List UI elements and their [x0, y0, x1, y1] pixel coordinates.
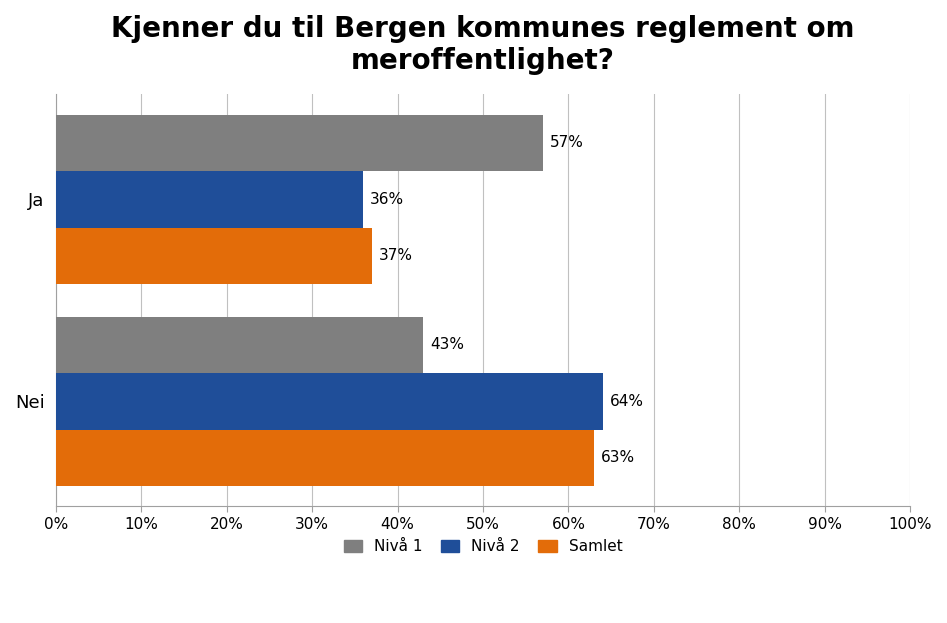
Text: 43%: 43% — [430, 337, 464, 352]
Bar — [56, 115, 543, 171]
Text: 37%: 37% — [379, 249, 413, 264]
Legend: Nivå 1, Nivå 2, Samlet: Nivå 1, Nivå 2, Samlet — [337, 533, 629, 561]
Text: 64%: 64% — [610, 394, 644, 409]
Bar — [56, 171, 364, 227]
Bar — [56, 227, 372, 284]
Text: 63%: 63% — [601, 450, 635, 465]
Bar — [56, 430, 594, 486]
Text: 57%: 57% — [549, 135, 583, 150]
Bar — [56, 316, 423, 373]
Title: Kjenner du til Bergen kommunes reglement om
meroffentlighet?: Kjenner du til Bergen kommunes reglement… — [112, 15, 855, 75]
Bar — [56, 373, 602, 430]
Text: 36%: 36% — [370, 192, 404, 207]
